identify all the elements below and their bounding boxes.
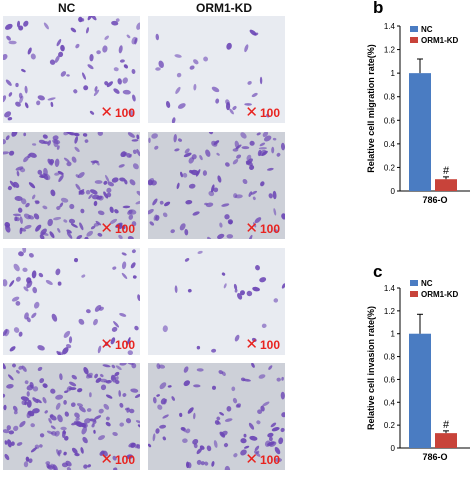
y-tick-label: 1.2: [384, 307, 396, 316]
panel-letter-c: c: [373, 262, 383, 281]
legend-swatch-nc: [410, 26, 418, 32]
magnification-value: 100: [114, 106, 135, 120]
x-axis-label: 786-O: [422, 195, 447, 205]
migration-chart: 0 0.2 0.4 0.6 0.8 1 1.2 1.4 Relative cell migrat…: [362, 16, 474, 221]
magnification-label: ✕ 100: [100, 219, 135, 237]
magnification-label: ✕ 100: [245, 103, 280, 121]
micrograph-orm1-kd-row-3: ✕ 100: [148, 248, 285, 355]
y-tick-label: 1: [391, 330, 396, 339]
panel-letter-b: b: [373, 0, 384, 17]
times-icon: ✕: [100, 220, 113, 237]
significance-mark: #: [443, 419, 450, 431]
micrograph-nc-row-1: ✕ 100: [3, 16, 140, 123]
invasion-chart: 0 0.2 0.4 0.6 0.8 1 1.2 1.4 Relative cell invasi…: [362, 278, 474, 479]
times-icon: ✕: [245, 336, 258, 353]
bar-nc: [409, 333, 431, 448]
times-icon: ✕: [245, 451, 258, 468]
column-header-orm1-kd: ORM1-KD: [196, 1, 252, 15]
micrograph-nc-row-2: ✕ 100: [3, 132, 140, 239]
legend-label-orm1-kd: ORM1-KD: [421, 290, 459, 299]
y-tick-label: 0.2: [384, 163, 396, 172]
legend-label-nc: NC: [421, 279, 433, 288]
y-tick-label: 0: [391, 187, 396, 196]
y-tick-label: 1.4: [384, 284, 396, 293]
y-axis-label: Relative cell migration rate(%): [366, 44, 376, 173]
y-tick-label: 1.4: [384, 22, 396, 31]
y-tick-label: 0: [391, 444, 396, 453]
y-tick-label: 1.2: [384, 46, 396, 55]
legend-swatch-nc: [410, 280, 418, 286]
legend-swatch-orm1-kd: [410, 291, 418, 297]
y-tick-label: 0.4: [384, 140, 396, 149]
y-tick-label: 0.6: [384, 116, 396, 125]
micrograph-orm1-kd-row-2: ✕ 100: [148, 132, 285, 239]
micrograph-nc-row-4: ✕ 100: [3, 363, 140, 470]
magnification-label: ✕ 100: [245, 450, 280, 468]
times-icon: ✕: [245, 220, 258, 237]
magnification-value: 100: [114, 222, 135, 236]
legend-label-orm1-kd: ORM1-KD: [421, 36, 459, 45]
micrograph-orm1-kd-row-1: ✕ 100: [148, 16, 285, 123]
times-icon: ✕: [100, 451, 113, 468]
migration-chart-svg: 0 0.2 0.4 0.6 0.8 1 1.2 1.4 Relative cell migrat…: [366, 22, 470, 205]
magnification-value: 100: [259, 106, 280, 120]
magnification-value: 100: [114, 338, 135, 352]
y-tick-label: 1: [391, 69, 396, 78]
y-tick-label: 0.8: [384, 93, 396, 102]
legend-label-nc: NC: [421, 25, 433, 34]
column-header-nc: NC: [58, 1, 76, 15]
y-tick-label: 0.8: [384, 353, 396, 362]
magnification-value: 100: [259, 453, 280, 467]
x-axis-label: 786-O: [422, 452, 447, 462]
bar-nc: [409, 73, 431, 191]
bar-orm1-kd: [435, 433, 457, 448]
y-tick-label: 0.2: [384, 421, 396, 430]
invasion-chart-svg: 0 0.2 0.4 0.6 0.8 1 1.2 1.4 Relative cell invasi…: [366, 279, 470, 462]
y-axis-label: Relative cell invasion rate(%): [366, 306, 376, 430]
magnification-value: 100: [114, 453, 135, 467]
magnification-label: ✕ 100: [100, 335, 135, 353]
y-tick-label: 0.6: [384, 375, 396, 384]
times-icon: ✕: [100, 104, 113, 121]
magnification-label: ✕ 100: [245, 219, 280, 237]
magnification-value: 100: [259, 222, 280, 236]
magnification-label: ✕ 100: [100, 103, 135, 121]
significance-mark: #: [443, 165, 450, 177]
legend-swatch-orm1-kd: [410, 37, 418, 43]
micrograph-nc-row-3: ✕ 100: [3, 248, 140, 355]
magnification-label: ✕ 100: [100, 450, 135, 468]
y-tick-label: 0.4: [384, 398, 396, 407]
times-icon: ✕: [100, 336, 113, 353]
micrograph-orm1-kd-row-4: ✕ 100: [148, 363, 285, 470]
times-icon: ✕: [245, 104, 258, 121]
magnification-label: ✕ 100: [245, 335, 280, 353]
magnification-value: 100: [259, 338, 280, 352]
bar-orm1-kd: [435, 179, 457, 191]
